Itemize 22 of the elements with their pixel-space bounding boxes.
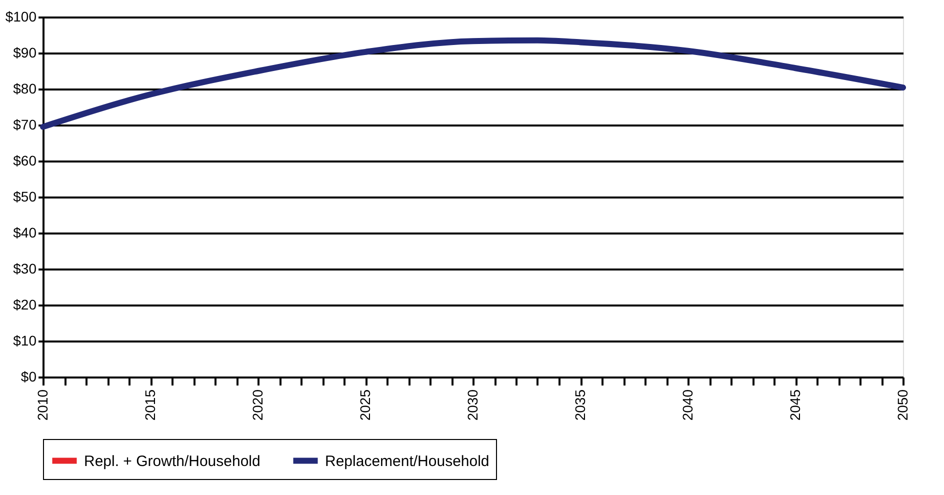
x-tick-label: 2020	[250, 389, 266, 421]
y-tick-label: $50	[13, 188, 37, 204]
x-tick-label: 2025	[357, 389, 373, 421]
y-tick-label: $90	[13, 44, 37, 60]
y-tick-label: $20	[13, 296, 37, 312]
x-tick-label: 2030	[464, 389, 480, 421]
y-tick-label: $60	[13, 152, 37, 168]
y-tick-label: $70	[13, 116, 37, 132]
y-tick-label: $10	[13, 332, 37, 348]
x-tick-label: 2015	[142, 389, 158, 421]
y-tick-label: $40	[13, 224, 37, 240]
x-tick-label: 2040	[680, 389, 696, 421]
y-tick-label: $30	[13, 260, 37, 276]
legend-label: Repl. + Growth/Household	[84, 452, 260, 470]
x-tick-label: 2045	[787, 389, 803, 421]
legend-label: Replacement/Household	[325, 452, 490, 470]
x-tick-label: 2050	[894, 389, 910, 421]
x-tick-label: 2010	[34, 389, 50, 421]
y-tick-label: $80	[13, 80, 37, 96]
y-tick-label: $100	[5, 8, 37, 24]
x-tick-label: 2035	[572, 389, 588, 421]
y-tick-label: $0	[20, 368, 37, 384]
